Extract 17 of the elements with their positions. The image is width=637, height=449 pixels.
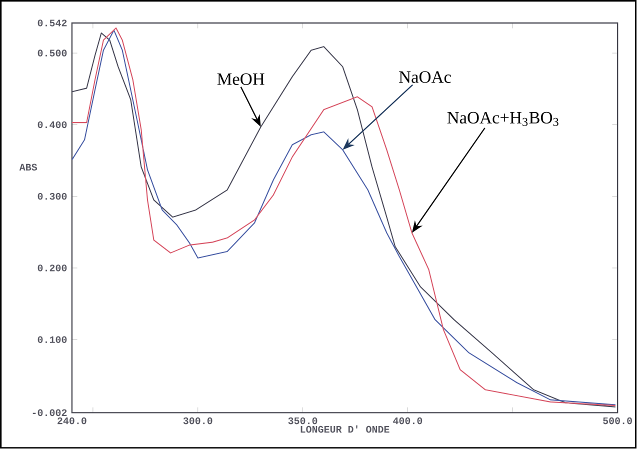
y-tick-label: 0.500 xyxy=(38,50,67,57)
x-tick-label: 300.0 xyxy=(183,418,212,424)
x-axis-title: LONGEUR D' ONDE xyxy=(300,426,390,433)
y-tick-label: 0.542 xyxy=(38,20,67,27)
y-tick-label: -0.002 xyxy=(32,409,67,416)
x-tick-label: 500.0 xyxy=(603,418,632,424)
x-tick-label: 350.0 xyxy=(288,418,318,424)
x-tick-label: 400.0 xyxy=(393,418,422,424)
y-tick-label: 0.300 xyxy=(38,193,67,200)
y-tick-label: 0.200 xyxy=(38,264,67,272)
x-tick-label: 240.0 xyxy=(58,418,86,424)
annotation: NaOAc xyxy=(399,71,451,84)
y-axis-title: ABS xyxy=(19,164,38,171)
y-tick-label: 0.100 xyxy=(38,336,67,344)
y-tick-label: 0.400 xyxy=(38,121,67,128)
annotation: MeOH xyxy=(217,73,264,86)
annotation: NaOAc+H$_{3}$BO$_{3}$ xyxy=(447,112,558,126)
